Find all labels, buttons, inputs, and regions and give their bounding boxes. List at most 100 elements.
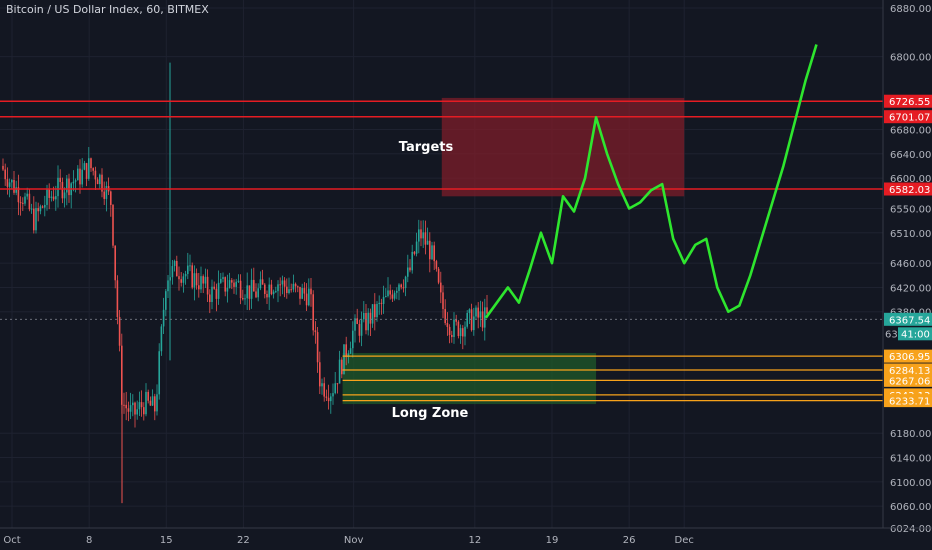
candle-body [314,330,317,333]
candle-body [422,232,424,239]
candle-body [279,284,281,286]
candle-body [114,245,116,281]
candle-body [363,312,365,320]
partial-price-label: 63 [885,329,898,340]
target-price-tag-bg [884,110,932,124]
candle-body [277,284,279,292]
candle-body [211,286,213,303]
candle-body [440,282,442,293]
candle-body [57,177,59,197]
y-tick-label: 6420.00 [890,283,931,294]
candle-body [444,309,446,324]
candle-body [94,170,97,180]
candle-body [22,202,24,204]
annotation-targets: Targets [399,140,454,155]
candle-body [79,168,81,185]
candle-body [48,189,50,198]
candle-body [138,402,141,410]
candle-body [327,397,330,402]
candle-body [125,404,127,409]
candle-body [402,287,405,289]
candle-body [215,288,218,299]
y-tick-label: 6100.00 [890,478,931,489]
long-price-tag-bg [884,394,932,408]
candle-body [343,344,345,375]
candle-body [286,286,288,293]
chart-title: Bitcoin / US Dollar Index, 60, BITMEX [6,3,209,16]
candle-body [305,293,308,306]
candle-body [13,180,15,193]
candle-body [209,294,211,303]
candle-body [101,174,103,192]
x-tick-label: 15 [160,535,173,546]
candle-body [336,383,339,385]
candle-body [74,180,77,182]
candle-body [118,317,121,346]
candle-body [46,189,48,205]
candle-body [143,407,145,415]
candle-body [294,283,297,287]
target-price-tag: 6726.55 [889,97,930,108]
candle-body [462,328,464,337]
candle-body [235,281,237,287]
candle-body [173,260,176,267]
long-price-tag-bg [884,363,932,377]
candle-body [453,319,455,337]
candle-body [134,402,136,415]
candle-body [418,229,420,242]
candle-body [464,326,466,337]
y-tick-label: 6060.00 [890,502,931,513]
candle-body [226,287,229,292]
candle-body [26,193,28,197]
candle-body [116,280,119,318]
target-price-tag: 6701.07 [889,113,930,124]
candle-body [290,289,292,291]
long-price-tag: 6267.06 [889,376,930,387]
candle-body [77,168,79,181]
candle-body [378,302,380,304]
candle-body [448,326,451,335]
candle-body [132,402,134,406]
x-tick-label: 26 [623,535,636,546]
candle-body [396,290,398,293]
candle-body [316,332,319,363]
candle-body [272,291,275,295]
candle-body [81,169,83,185]
y-tick-label: 6180.00 [890,429,931,440]
long-price-tag: 6306.95 [889,352,930,363]
candle-body [259,279,262,289]
candle-body [442,292,444,310]
candle-body [136,409,138,415]
candle-body [354,318,356,331]
target-price-tag-bg [884,182,932,196]
candle-body [50,196,53,198]
candle-body [325,396,328,398]
candle-body [189,265,191,267]
candle-body [297,286,299,288]
candle-body [195,273,198,286]
candle-body [356,318,358,324]
candle-body [204,276,207,284]
candle-body [435,261,438,269]
x-tick-label: 8 [86,535,92,546]
candle-body [90,158,92,169]
candles [2,147,488,428]
candle-body [404,276,407,289]
candle-body [338,359,341,384]
candle-body [167,280,169,292]
candle-body [147,391,149,401]
y-tick-label: 6510.00 [890,229,931,240]
candle-body [217,282,220,299]
candle-body [246,285,248,299]
candle-body [59,177,61,182]
candle-body [451,334,453,337]
candle-body [332,393,334,397]
candle-body [283,280,286,287]
candle-body [182,276,185,283]
candle-body [198,285,200,290]
candle-body [202,276,204,284]
candle-body [165,291,167,310]
candle-body [37,208,39,212]
y-tick-label: 6880.00 [890,4,931,15]
candle-body [92,168,94,171]
